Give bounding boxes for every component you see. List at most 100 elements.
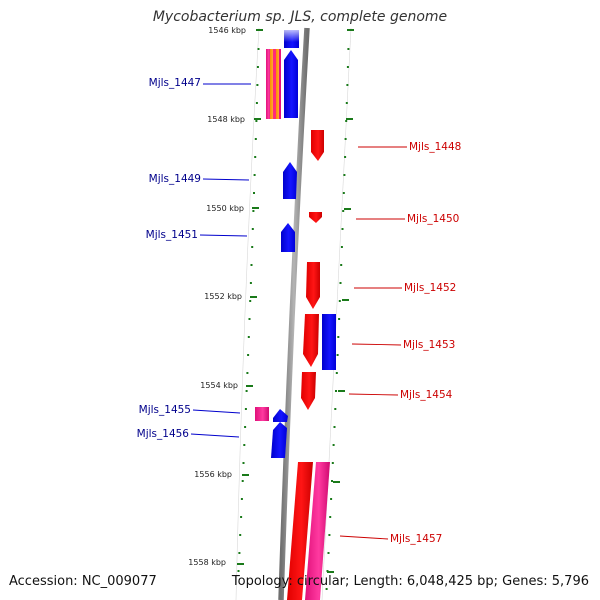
tick-label: 1550 kbp (206, 204, 244, 213)
minor-tick (253, 192, 255, 194)
minor-tick (237, 570, 240, 572)
minor-tick (335, 372, 338, 374)
rna-long (305, 462, 330, 600)
minor-tick (247, 354, 250, 356)
tick-label: 1554 kbp (200, 381, 238, 390)
gene-block (322, 314, 336, 370)
minor-tick (240, 498, 243, 500)
minor-tick (331, 462, 334, 464)
minor-tick (244, 426, 247, 428)
gene-mjls-1449[interactable] (283, 162, 297, 199)
gene-mjls-1450[interactable] (309, 212, 322, 223)
label-mjls-1453[interactable]: Mjls_1453 (351, 339, 455, 351)
gene-mjls-1452[interactable] (306, 262, 320, 309)
minor-tick (328, 534, 331, 536)
gene-label: Mjls_1452 (404, 282, 456, 294)
minor-tick (340, 264, 343, 266)
gene-label: Mjls_1447 (149, 77, 201, 89)
minor-tick (331, 480, 333, 482)
minor-tick (255, 102, 258, 104)
gene-mjls-1456[interactable] (271, 422, 287, 458)
label-mjls-1447[interactable]: Mjls_1447 (149, 77, 251, 89)
tick-label: 1552 kbp (204, 292, 242, 301)
gene-arrow (311, 130, 324, 161)
gene-mjls-1455[interactable] (273, 409, 288, 422)
label-mjls-1454[interactable]: Mjls_1454 (348, 389, 453, 401)
gene-label: Mjls_1448 (409, 141, 461, 153)
gene-arrow (287, 462, 313, 600)
gene-mjls-1457[interactable] (287, 462, 330, 600)
rna-stripe (266, 49, 271, 119)
minor-tick (327, 552, 330, 554)
gene-mjls-1453[interactable] (303, 314, 336, 370)
minor-tick (252, 210, 255, 212)
minor-tick (344, 156, 347, 158)
minor-tick (342, 192, 345, 194)
minor-tick (240, 516, 243, 518)
gene-mjls-1447[interactable] (284, 50, 298, 118)
leader-line (339, 535, 389, 540)
gene-arrow (301, 372, 316, 410)
label-mjls-1456[interactable]: Mjls_1456 (137, 428, 240, 440)
minor-tick (249, 300, 252, 302)
genome-backbone (278, 27, 310, 600)
minor-tick (255, 120, 258, 122)
minor-tick (345, 120, 348, 122)
minor-tick (346, 66, 349, 68)
minor-tick (325, 588, 328, 590)
rna-stripe (276, 49, 279, 119)
minor-tick (346, 84, 349, 86)
gene-mjls-1454[interactable] (301, 372, 316, 410)
gene-arrow (271, 422, 287, 458)
tick-label: 1558 kbp (188, 558, 226, 567)
label-mjls-1450[interactable]: Mjls_1450 (356, 213, 459, 225)
minor-tick (335, 390, 337, 392)
minor-tick (244, 408, 247, 410)
minor-tick (256, 66, 259, 68)
gene-label: Mjls_1454 (400, 389, 453, 401)
topology-summary: Topology: circular; Length: 6,048,425 bp… (231, 574, 589, 589)
gene-mjls-1451[interactable] (281, 223, 295, 252)
leader-line (190, 433, 240, 438)
minor-tick (342, 210, 345, 212)
minor-tick (238, 552, 241, 554)
gene-label: Mjls_1449 (149, 173, 201, 185)
rna-feature-block (266, 49, 281, 119)
gene-label: Mjls_1455 (139, 404, 191, 416)
minor-tick (344, 138, 347, 140)
minor-tick (332, 444, 335, 446)
gene-arrow (273, 409, 288, 422)
gene-arrow (284, 50, 298, 118)
label-mjls-1451[interactable]: Mjls_1451 (146, 229, 248, 241)
tick-label: 1546 kbp (208, 26, 246, 35)
gene-mjls-1448[interactable] (311, 130, 324, 161)
label-mjls-1449[interactable]: Mjls_1449 (149, 173, 250, 185)
label-mjls-1448[interactable]: Mjls_1448 (358, 141, 461, 153)
tick-label: 1548 kbp (207, 115, 245, 124)
label-mjls-1455[interactable]: Mjls_1455 (139, 404, 241, 416)
minor-tick (337, 336, 340, 338)
gene-label: Mjls_1450 (407, 213, 459, 225)
minor-tick (239, 534, 242, 536)
minor-tick (254, 138, 257, 140)
minor-tick (336, 354, 339, 356)
leader-line (192, 409, 241, 414)
minor-tick (243, 444, 246, 446)
minor-ticks-right (325, 48, 350, 590)
label-mjls-1457[interactable]: Mjls_1457 (339, 533, 442, 545)
map-title: Mycobacterium sp. JLS, complete genome (152, 9, 448, 25)
label-mjls-1452[interactable]: Mjls_1452 (354, 282, 456, 294)
minor-tick (251, 246, 254, 248)
minor-tick (256, 84, 259, 86)
rna-block (255, 407, 269, 421)
rna-stripe (273, 49, 276, 119)
gene-arrow (283, 162, 297, 199)
gene-label: Mjls_1453 (403, 339, 455, 351)
leader-line (351, 343, 402, 346)
inner-track-outline (235, 27, 260, 600)
gene-label: Mjls_1456 (137, 428, 190, 440)
minor-tick (338, 318, 341, 320)
gene-arrow (303, 314, 319, 367)
minor-tick (242, 462, 245, 464)
